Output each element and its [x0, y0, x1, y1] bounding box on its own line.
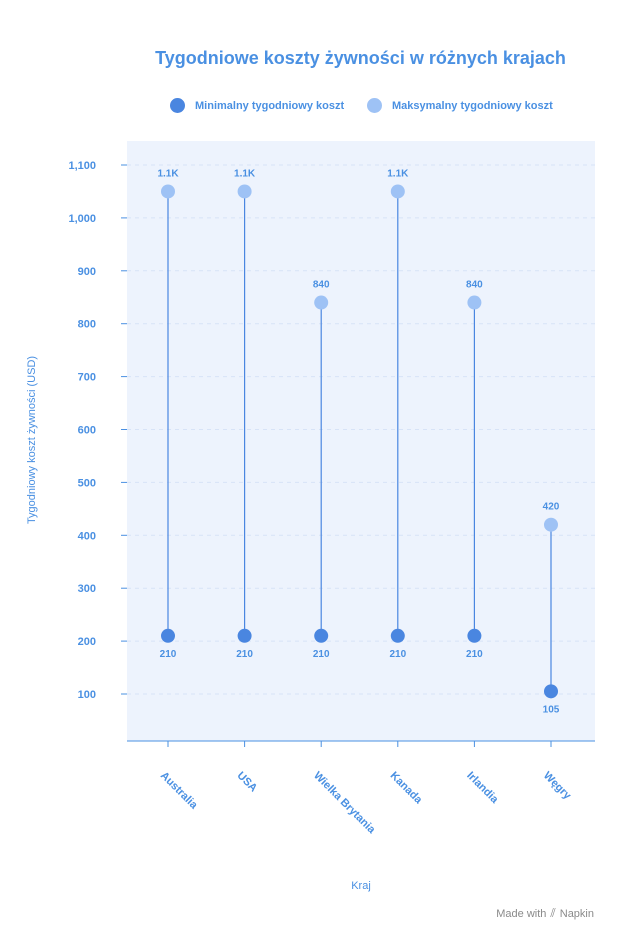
x-tick-label: Australia — [158, 770, 200, 812]
y-tick-label: 400 — [78, 530, 96, 542]
legend-marker-max — [367, 98, 382, 113]
max-point — [467, 295, 482, 310]
y-tick-label: 700 — [78, 372, 96, 384]
min-point — [390, 628, 405, 643]
max-point — [314, 295, 329, 310]
min-point — [161, 628, 175, 643]
legend-label-max: Maksymalny tygodniowy koszt — [392, 99, 553, 112]
max-point — [237, 184, 252, 199]
y-tick-label: 500 — [78, 477, 96, 489]
x-axis-title: Kraj — [351, 880, 371, 892]
legend-marker-min — [170, 98, 185, 113]
min-data-label: 210 — [236, 649, 253, 660]
made-with-napkin: Made with ⫽ Napkin — [496, 906, 594, 921]
max-point — [390, 184, 405, 199]
min-point — [237, 628, 252, 643]
y-tick-label: 600 — [78, 425, 96, 437]
y-tick-label: 200 — [78, 636, 96, 648]
min-data-label: 210 — [389, 649, 406, 660]
min-point — [544, 684, 558, 699]
max-point — [161, 184, 175, 199]
max-data-label: 840 — [466, 280, 483, 291]
footer-brand: Napkin — [559, 907, 594, 920]
max-data-label: 1.1K — [387, 168, 409, 179]
y-tick-label: 1,100 — [68, 160, 96, 172]
min-data-label: 210 — [160, 649, 177, 660]
min-point — [314, 628, 329, 643]
legend-item-min: Minimalny tygodniowy koszt — [170, 98, 344, 113]
min-data-label: 210 — [466, 649, 483, 660]
x-tick-label: Wielka Brytania — [311, 770, 378, 837]
y-tick-label: 100 — [78, 689, 96, 701]
napkin-logo-icon: ⫽ — [550, 906, 556, 920]
x-axis: Australia USA Wielka Brytania Kanada Irlandi… — [158, 741, 574, 837]
max-point — [544, 517, 558, 532]
legend-label-min: Minimalny tygodniowy koszt — [195, 99, 345, 112]
x-tick-label: USA — [234, 770, 259, 795]
max-data-label: 420 — [543, 502, 560, 513]
legend-item-max: Maksymalny tygodniowy koszt — [367, 98, 553, 113]
y-tick-label: 800 — [78, 319, 96, 331]
chart-legend: Minimalny tygodniowy koszt Maksymalny ty… — [0, 98, 619, 118]
x-tick-label: Kanada — [388, 770, 425, 807]
x-tick-label: Węgry — [541, 770, 574, 803]
max-data-label: 840 — [313, 280, 330, 291]
y-axis: 100 200 300 400 500 600 700 800 900 1,000 1,100 — [68, 160, 127, 701]
footer-made-with: Made with — [496, 907, 547, 920]
chart-title: Tygodniowe koszty żywności w różnych kra… — [155, 48, 566, 68]
gridlines — [127, 164, 595, 695]
max-data-label: 1.1K — [157, 168, 179, 179]
y-tick-label: 900 — [78, 266, 96, 278]
data-marks: 1.1K 210 1.1K 210 840 210 1.1K 210 840 210 420 105 — [157, 168, 559, 715]
y-tick-label: 1,000 — [68, 213, 96, 225]
max-data-label: 1.1K — [234, 168, 256, 179]
min-data-label: 210 — [313, 649, 330, 660]
y-tick-label: 300 — [78, 583, 96, 595]
x-tick-label: Irlandia — [464, 770, 501, 807]
plot-area — [127, 141, 595, 741]
y-axis-title: Tygodniowy koszt żywności (USD) — [26, 355, 38, 525]
min-point — [467, 628, 482, 643]
min-data-label: 105 — [543, 704, 560, 715]
